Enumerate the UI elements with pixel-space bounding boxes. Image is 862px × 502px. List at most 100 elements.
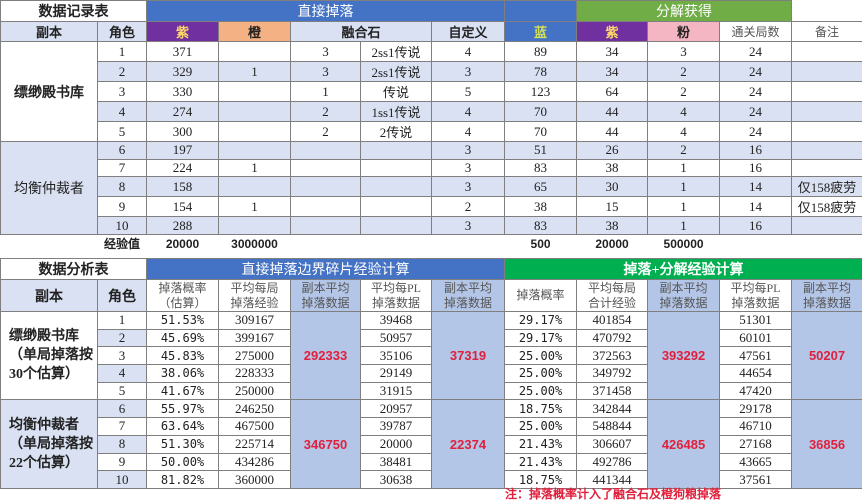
cell-purple: 300 [147, 122, 219, 142]
cell-pink: 1 [648, 177, 720, 197]
cell-custom: 3 [432, 177, 505, 197]
cell-role: 10 [98, 217, 147, 235]
cell-purple: 154 [147, 197, 219, 217]
dungeon-avg-pl: 22374 [432, 400, 505, 488]
cell-remark [792, 82, 862, 102]
cell-avg-exp: 467500 [219, 418, 291, 436]
cell-rate-est: 81.82% [147, 471, 219, 489]
cell-custom: 2 [432, 197, 505, 217]
dungeon-avg-total: 426485 [648, 400, 720, 488]
cell-custom: 3 [432, 142, 505, 160]
cell-role: 4 [98, 365, 147, 383]
cell-role: 5 [98, 122, 147, 142]
cell-avg-exp: 360000 [219, 471, 291, 489]
header-dungeon-avg: 副本平均掉落数据 [291, 280, 361, 312]
cell-per-pl2: 43665 [720, 453, 792, 471]
cell-custom: 3 [432, 159, 505, 177]
cell-orange [219, 122, 291, 142]
cell-runs: 16 [720, 142, 792, 160]
cell-fusion-count [291, 217, 361, 235]
cell-per-pl: 20000 [361, 435, 432, 453]
cell-purple2: 26 [577, 142, 648, 160]
header-remark: 备注 [792, 22, 862, 42]
cell-runs: 24 [720, 122, 792, 142]
group-direct-drop: 直接掉落 [147, 1, 505, 22]
cell-avg-total: 470792 [577, 329, 648, 347]
cell-per-pl2: 27168 [720, 435, 792, 453]
cell-custom: 5 [432, 82, 505, 102]
cell-role: 10 [98, 471, 147, 489]
cell-fusion-count: 2 [291, 102, 361, 122]
cell-role: 1 [98, 312, 147, 330]
cell-rate: 25.00% [505, 418, 577, 436]
header-runs: 通关局数 [720, 22, 792, 42]
cell-rate-est: 63.64% [147, 418, 219, 436]
group-header-row: 数据记录表直接掉落分解获得 [1, 1, 862, 22]
header-orange: 橙 [219, 22, 291, 42]
cell-fusion-desc: 2ss1传说 [361, 42, 432, 62]
cell-custom: 4 [432, 122, 505, 142]
cell-rate-est: 55.97% [147, 400, 219, 418]
cell-fusion-count [291, 197, 361, 217]
cell-avg-total: 342844 [577, 400, 648, 418]
cell-role: 4 [98, 102, 147, 122]
cell-purple: 274 [147, 102, 219, 122]
cell-avg-total: 492786 [577, 453, 648, 471]
cell-role: 2 [98, 329, 147, 347]
cell-avg-total: 372563 [577, 347, 648, 365]
cell-per-pl: 20957 [361, 400, 432, 418]
cell-pink: 1 [648, 159, 720, 177]
cell-per-pl2: 37561 [720, 471, 792, 489]
exp-purple: 20000 [147, 235, 219, 253]
cell-orange [219, 42, 291, 62]
cell-fusion-desc [361, 217, 432, 235]
cell-role: 9 [98, 197, 147, 217]
cell-purple: 329 [147, 62, 219, 82]
cell-rate: 25.00% [505, 365, 577, 383]
cell-purple: 330 [147, 82, 219, 102]
cell-pink: 3 [648, 42, 720, 62]
cell-fusion-desc: 1ss1传说 [361, 102, 432, 122]
cell-blue: 70 [505, 122, 577, 142]
cell-orange: 1 [219, 62, 291, 82]
cell-rate-est: 45.69% [147, 329, 219, 347]
cell-rate: 29.17% [505, 329, 577, 347]
cell-rate-est: 51.53% [147, 312, 219, 330]
cell-remark [792, 217, 862, 235]
cell-avg-total: 548844 [577, 418, 648, 436]
cell-orange [219, 82, 291, 102]
header-dungeon: 副本 [1, 22, 98, 42]
cell-per-pl2: 44654 [720, 365, 792, 383]
cell-blue: 38 [505, 197, 577, 217]
cell-blue: 65 [505, 177, 577, 197]
dungeon-name: 缥缈殿书库（单局掉落按30个估算） [1, 312, 98, 400]
cell-remark [792, 159, 862, 177]
cell [291, 235, 505, 253]
cell-purple2: 64 [577, 82, 648, 102]
cell-fusion-count [291, 142, 361, 160]
header-role: 角色 [98, 280, 147, 312]
cell-runs: 24 [720, 102, 792, 122]
cell-pink: 2 [648, 62, 720, 82]
header-dungeon-avg-pl: 副本平均掉落数据 [432, 280, 505, 312]
cell-blue: 51 [505, 142, 577, 160]
cell [505, 1, 577, 22]
cell-purple2: 38 [577, 217, 648, 235]
cell-role: 7 [98, 418, 147, 436]
cell-custom: 3 [432, 217, 505, 235]
cell-pink: 2 [648, 142, 720, 160]
dungeon-avg-exp: 292333 [291, 312, 361, 400]
exp-pink: 500000 [648, 235, 720, 253]
cell-rate: 29.17% [505, 312, 577, 330]
